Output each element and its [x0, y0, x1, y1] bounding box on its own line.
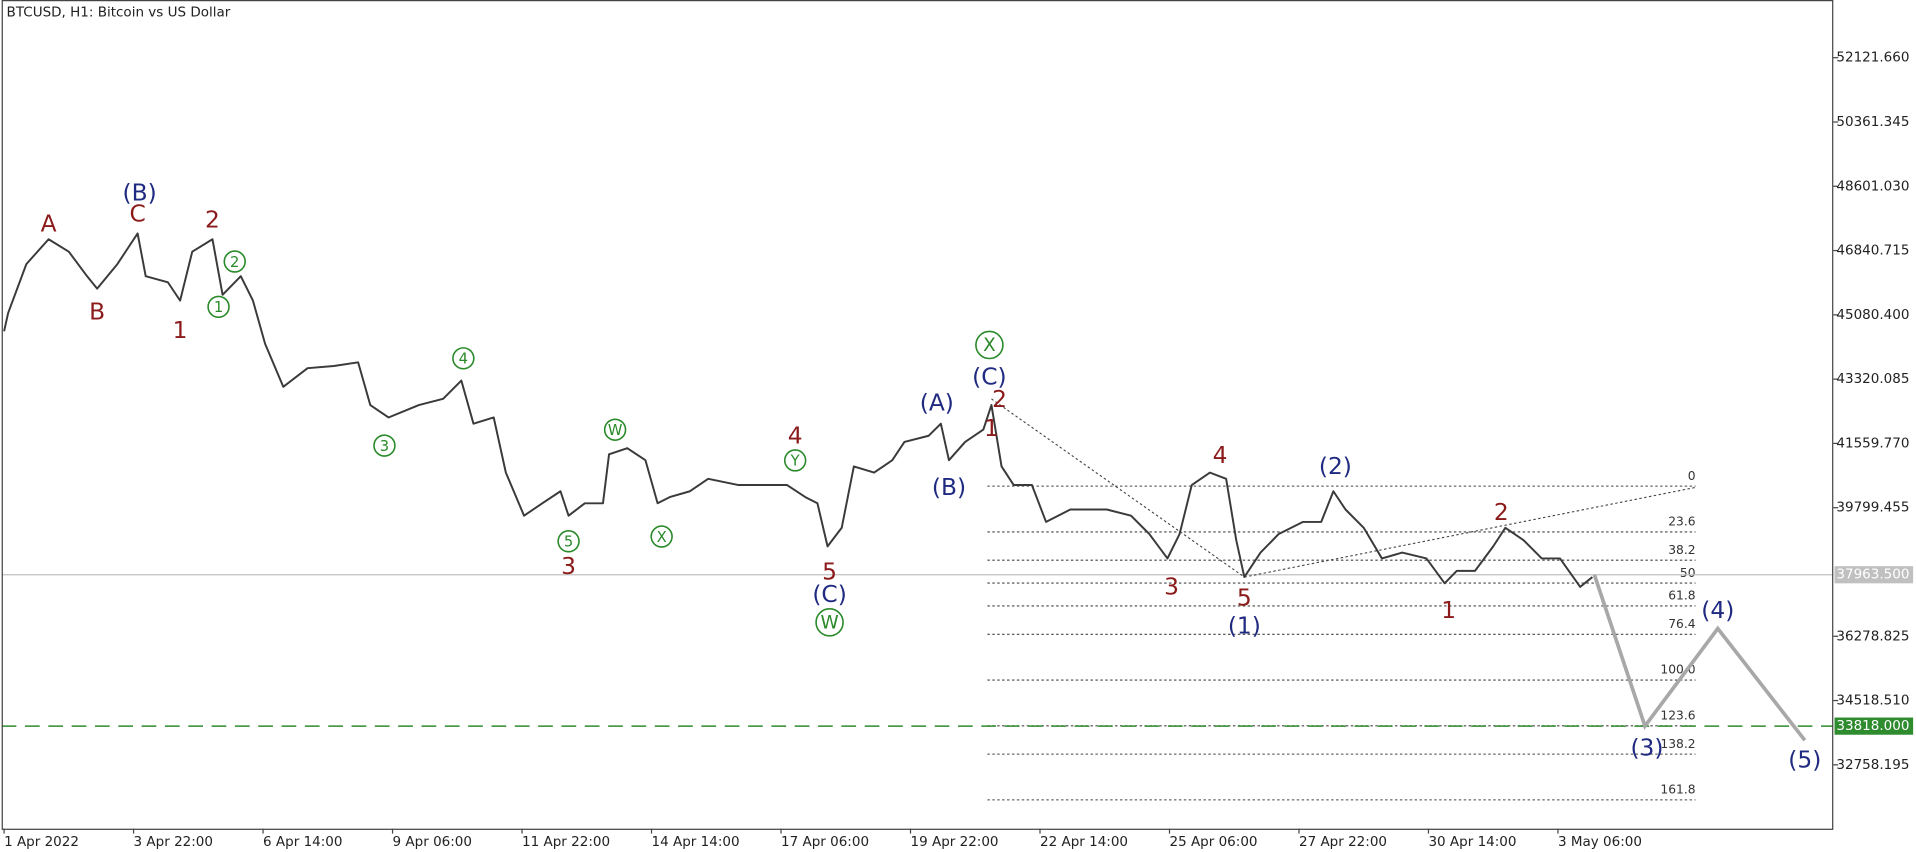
- x-tick-label: 9 Apr 06:00: [393, 834, 472, 850]
- x-tick-label: 14 Apr 14:00: [652, 834, 740, 850]
- wave-label: 5: [822, 559, 837, 586]
- wave-label: B: [89, 299, 105, 326]
- wave-label: (A): [920, 389, 954, 416]
- forecast-path: [1592, 574, 1807, 742]
- wave-label: 1: [214, 299, 223, 316]
- fib-label: 100.0: [1660, 663, 1695, 677]
- x-tick-label: 22 Apr 14:00: [1040, 834, 1128, 850]
- fib-label: 23.6: [1668, 515, 1696, 529]
- x-tick-label: 3 Apr 22:00: [134, 834, 213, 850]
- wave-label: 2: [205, 207, 220, 234]
- x-tick-label: 3 May 06:00: [1558, 834, 1642, 850]
- x-tick-label: 6 Apr 14:00: [263, 834, 342, 850]
- x-tick-label: 17 Apr 06:00: [781, 834, 869, 850]
- wave-label: 5: [1237, 585, 1252, 612]
- chart-title: BTCUSD, H1: Bitcoin vs US Dollar: [7, 4, 231, 20]
- wave-circle: [650, 525, 673, 548]
- y-tick-label: 41559.770: [1836, 435, 1909, 451]
- wave-label: 1: [1441, 597, 1456, 624]
- wave-circle: [783, 449, 807, 472]
- fib-label: 0: [1688, 469, 1696, 483]
- wave-label: (2): [1319, 453, 1352, 480]
- fib-label: 123.6: [1660, 708, 1695, 722]
- plot: 0 23.6 38.2 50 61.8 76.4 100.0 123.6 138.2 161.8 A…: [1, 180, 1834, 801]
- level-label: 33818.000: [1836, 718, 1909, 734]
- wave-circle: [557, 530, 580, 553]
- wave-label: (B): [123, 180, 157, 207]
- wave-circle: [603, 418, 627, 441]
- wave-label: 2: [992, 386, 1007, 413]
- wave-label: (B): [932, 474, 966, 501]
- y-tick-label: 32758.195: [1836, 757, 1909, 773]
- wave-circle: [452, 347, 475, 370]
- wave-label: C: [129, 200, 145, 227]
- current-price-label: 37963.500: [1836, 567, 1909, 583]
- wave-circle: [815, 608, 844, 637]
- y-tick-label: 39799.455: [1836, 500, 1909, 516]
- y-tick-label: 52121.660: [1836, 50, 1909, 66]
- wave-label: 3: [380, 438, 389, 455]
- plot-frame: [1, 0, 1834, 830]
- x-tick-label: 27 Apr 22:00: [1299, 834, 1387, 850]
- wave-label: (1): [1228, 613, 1261, 640]
- fib-label: 61.8: [1668, 589, 1695, 603]
- fib-label: 38.2: [1668, 543, 1695, 557]
- y-tick-label: 46840.715: [1836, 243, 1909, 259]
- wave-label: 3: [1164, 574, 1179, 601]
- level-box: [1834, 717, 1914, 735]
- wave-label: (C): [812, 581, 846, 608]
- wave-label: 5: [564, 534, 573, 551]
- wave-label: X: [983, 335, 996, 356]
- wave-label: 1: [173, 317, 188, 344]
- wave-label: W: [820, 613, 838, 634]
- wave-label: W: [608, 422, 623, 439]
- y-tick-label: 45080.400: [1836, 307, 1909, 323]
- current-price-box: [1834, 566, 1914, 584]
- wave-label: (3): [1630, 734, 1663, 761]
- wave-circle: [373, 434, 396, 457]
- y-tick-label: 43320.085: [1836, 371, 1909, 387]
- x-tick-label: 25 Apr 06:00: [1169, 834, 1257, 850]
- wave-label: 4: [1213, 442, 1228, 469]
- wave-label: Y: [790, 453, 801, 470]
- wave-label: 2: [230, 254, 239, 271]
- wave-circle: [223, 250, 246, 273]
- x-tick-label: 11 Apr 22:00: [522, 834, 610, 850]
- wave-circle: [975, 330, 1004, 360]
- y-tick-label: 36278.825: [1836, 628, 1909, 644]
- wave-label: (C): [972, 364, 1006, 391]
- x-tick-label: 30 Apr 14:00: [1428, 834, 1516, 850]
- trendline: [1244, 486, 1696, 578]
- wave-label: A: [41, 210, 57, 237]
- y-tick-label: 48601.030: [1836, 178, 1909, 194]
- wave-label: 4: [459, 351, 468, 368]
- wave-label: 2: [1494, 499, 1509, 526]
- fib-label: 138.2: [1660, 737, 1695, 751]
- x-tick-label: 1 Apr 2022: [4, 834, 79, 850]
- wave-circle: [207, 295, 230, 319]
- wave-label: 3: [561, 553, 576, 580]
- fib-label: 161.8: [1660, 783, 1695, 797]
- fib-label: 76.4: [1668, 617, 1696, 631]
- price-line: [3, 232, 1593, 588]
- wave-label: X: [657, 529, 667, 546]
- wave-label: (5): [1788, 747, 1821, 774]
- y-tick-label: 34518.510: [1836, 693, 1909, 709]
- wave-label: 4: [788, 422, 803, 449]
- x-tick-label: 19 Apr 22:00: [911, 834, 999, 850]
- y-tick-label: 50361.345: [1836, 114, 1909, 130]
- fib-label: 50: [1680, 566, 1696, 580]
- wave-label: 1: [984, 415, 999, 442]
- wave-label: (4): [1701, 597, 1734, 624]
